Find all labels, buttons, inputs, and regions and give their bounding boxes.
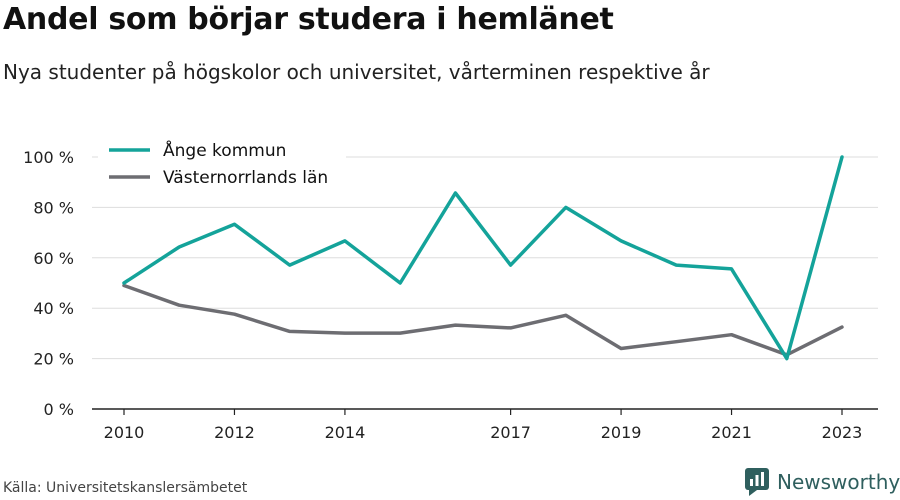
y-tick-label: 80 % [33,198,74,217]
y-tick-label: 0 % [44,400,74,419]
brand-logo: Newsworthy [745,468,900,496]
x-tick-label: 2017 [490,423,531,442]
brand-name: Newsworthy [777,470,900,494]
y-axis: 0 % 20 % 40 % 60 % 80 % 100 % [23,148,74,419]
series-line-ange-kommun [122,155,844,361]
y-tick-label: 100 % [23,148,74,167]
newsworthy-logo-icon [745,468,769,496]
series-lines [122,155,844,361]
chart-title: Andel som börjar studera i hemlänet [3,2,614,37]
legend-label: Västernorrlands län [163,168,328,188]
x-tick-label: 2014 [325,423,366,442]
x-tick-label: 2012 [214,423,255,442]
x-tick-label: 2023 [822,423,863,442]
legend-label: Ånge kommun [163,139,286,161]
source-note: Källa: Universitetskanslersämbetet [3,480,248,496]
y-tick-label: 40 % [33,299,74,318]
y-tick-label: 20 % [33,350,74,369]
series-line-vasternorrlands-lan [122,283,844,357]
y-tick-label: 60 % [33,249,74,268]
legend-background [98,136,346,192]
x-axis: 2010 2012 2014 2017 2019 2021 2023 [92,408,878,442]
legend: Ånge kommun Västernorrlands län [98,136,346,192]
x-tick-label: 2021 [711,423,752,442]
x-tick-label: 2019 [601,423,642,442]
x-tick-label: 2010 [104,423,145,442]
chart-subtitle: Nya studenter på högskolor och universit… [3,60,710,84]
